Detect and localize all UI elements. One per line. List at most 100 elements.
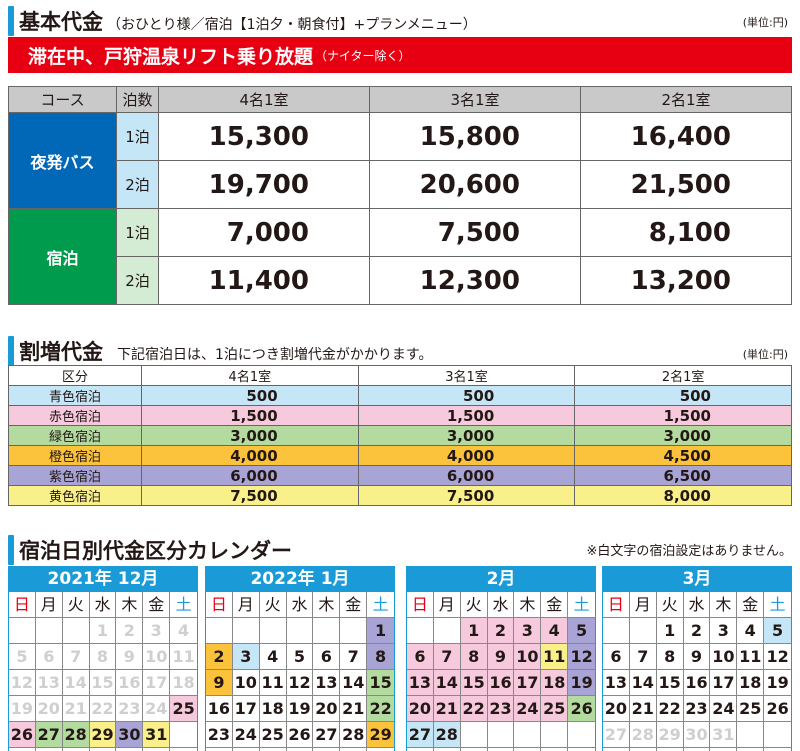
surcharge-cell: 7,500: [357, 485, 576, 506]
category-cell: 赤色宿泊: [8, 405, 142, 426]
calendar-empty: [35, 618, 63, 644]
surcharge-cell: 6,000: [357, 465, 576, 486]
surcharge-cell: 4,000: [357, 445, 576, 466]
calendar-day: 15: [460, 670, 488, 696]
calendar-empty: [460, 722, 488, 748]
calendar-day: 21: [629, 696, 657, 722]
calendar-day: 10: [143, 644, 171, 670]
table-row: 夜発バス 1泊 15,300 15,800 16,400: [8, 112, 792, 209]
surcharge-cell: 8,000: [574, 485, 792, 506]
calendar-day: 27: [407, 722, 434, 748]
header-row: コース 泊数 4名1室 3名1室 2名1室: [8, 86, 792, 113]
calendar-empty: [143, 748, 171, 751]
calendar-day: 13: [603, 670, 630, 696]
banner-note: （ナイター除く）: [315, 48, 411, 63]
nights-cell: 2泊: [116, 160, 159, 209]
column-header: 4名1室: [158, 86, 370, 113]
calendar-day: 22: [367, 696, 394, 722]
nights-cell: 1泊: [116, 208, 159, 257]
calendar-day: 13: [35, 670, 63, 696]
calendar-day: 24: [710, 696, 738, 722]
weekday-label: 木: [116, 592, 144, 618]
calendar-day: 25: [541, 696, 569, 722]
weekday-label: 木: [514, 592, 542, 618]
price-cell: 13,200: [580, 256, 792, 305]
calendar-empty: [461, 748, 488, 751]
calendar-day: 2: [487, 618, 515, 644]
weekday-label: 木: [710, 592, 738, 618]
surcharge-cell: 500: [357, 385, 576, 406]
table-row: 青色宿泊 500 500 500: [8, 385, 792, 406]
surcharge-cell: 1,500: [141, 405, 359, 426]
calendar-day: 20: [313, 696, 341, 722]
weekday-label: 土: [764, 592, 791, 618]
calendar-day: 16: [683, 670, 711, 696]
surcharge-cell: 500: [141, 385, 359, 406]
calendar-day: 6: [313, 644, 341, 670]
calendar-day: 31: [143, 722, 171, 748]
calendar-day: 9: [116, 644, 144, 670]
surcharge-cell: 500: [574, 385, 792, 406]
price-cell: 19,700: [158, 160, 370, 209]
calendar-day: 2: [206, 644, 233, 670]
calendar-empty: [541, 748, 569, 751]
calendar-empty: [684, 748, 711, 751]
calendar-day: 24: [143, 696, 171, 722]
calendar-day: 14: [62, 670, 90, 696]
calendar-grid: 日月火水木金土 1 2 3 4 5 6 7 8 9 10 11 12 13 14 15 16 17 18 19 20 21…: [206, 592, 394, 751]
calendar-day: 11: [170, 644, 197, 670]
calendar-grid: 日月火水木金土 1 2 3 4 5 6 7 8 9 10 11 12 13 14 15 16 17 18 19 20 21…: [407, 592, 595, 751]
calendar-day: 4: [259, 644, 287, 670]
price-cell: 7,500: [369, 208, 581, 257]
surcharge-cell: 3,000: [141, 425, 359, 446]
calendar-empty: [630, 748, 657, 751]
weekday-label: 金: [737, 592, 765, 618]
price-cell: 12,300: [369, 256, 581, 305]
calendar-day: 26: [286, 722, 314, 748]
weekday-label: 日: [603, 592, 630, 618]
calendar-day: 31: [233, 748, 260, 751]
calendar-day: 29: [656, 722, 684, 748]
price-cell: 15,300: [158, 112, 370, 161]
calendar-day: 24: [514, 696, 542, 722]
calendar-day: 16: [487, 670, 515, 696]
table-row: 2泊 19,700 20,600 21,500: [9, 160, 792, 209]
section-basic-header: 基本代金 （おひとり様／宿泊【1泊夕・朝食付】+プランメニュー）: [8, 6, 477, 36]
calendar-day: 28: [62, 722, 90, 748]
table-row: 緑色宿泊 3,000 3,000 3,000: [8, 425, 792, 446]
calendar-day: 20: [603, 696, 630, 722]
course-cell: 夜発バス: [8, 112, 117, 209]
section-calendar-header: 宿泊日別代金区分カレンダー: [8, 535, 292, 565]
column-header: 3名1室: [369, 86, 581, 113]
calendar-day: 15: [367, 670, 394, 696]
calendar-notice: ※白文字の宿泊設定はありません。: [586, 544, 792, 559]
calendar-empty: [407, 618, 434, 644]
surcharge-table: 区分 4名1室 3名1室 2名1室 青色宿泊 500 500 500 赤色宿泊 1,500 1,50…: [8, 365, 792, 506]
calendar-day: 17: [143, 670, 171, 696]
price-cell: 7,000: [158, 208, 370, 257]
calendar-day: 29: [367, 722, 394, 748]
section-title: 宿泊日別代金区分カレンダー: [19, 539, 292, 563]
calendar-empty: [487, 722, 515, 748]
calendar-empty: [764, 722, 791, 748]
calendar-day: 14: [629, 670, 657, 696]
calendar-empty: [170, 722, 197, 748]
weekday-label: 火: [656, 592, 684, 618]
calendar-empty: [9, 748, 36, 751]
calendar-day: 6: [603, 644, 630, 670]
calendar-day: 28: [433, 722, 461, 748]
calendar-title: 3月: [603, 567, 791, 592]
calendar-empty: [603, 618, 630, 644]
calendar-empty: [657, 748, 684, 751]
calendar-day: 11: [259, 670, 287, 696]
calendar-empty: [340, 618, 368, 644]
surcharge-cell: 4,500: [574, 445, 792, 466]
calendar-empty: [116, 748, 144, 751]
calendar-empty: [568, 722, 595, 748]
table-row: 2泊 11,400 12,300 13,200: [9, 256, 792, 305]
weekday-label: 金: [143, 592, 171, 618]
calendar-day: 23: [683, 696, 711, 722]
surcharge-cell: 1,500: [574, 405, 792, 426]
calendar-empty: [514, 748, 542, 751]
calendar-day: 8: [89, 644, 117, 670]
